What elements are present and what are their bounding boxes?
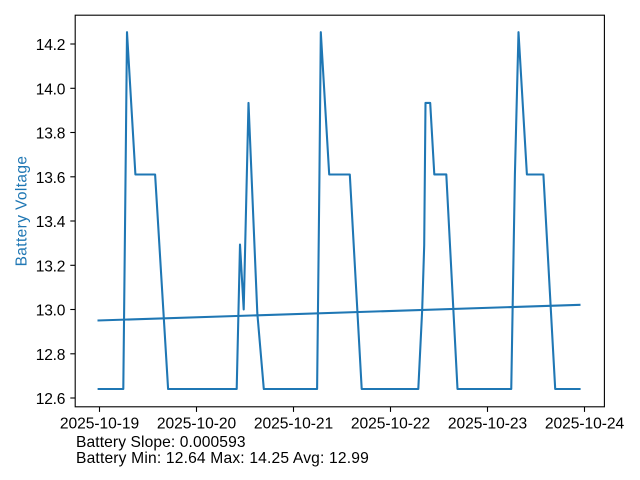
svg-text:Battery Slope: 0.000593: Battery Slope: 0.000593 [76, 434, 246, 451]
svg-text:12.8: 12.8 [36, 347, 66, 364]
svg-text:13.8: 13.8 [36, 126, 66, 143]
svg-text:2025-10-19: 2025-10-19 [60, 415, 139, 432]
svg-text:13.6: 13.6 [36, 170, 66, 187]
svg-text:2025-10-24: 2025-10-24 [545, 415, 625, 432]
svg-text:2025-10-20: 2025-10-20 [157, 415, 237, 432]
svg-text:2025-10-23: 2025-10-23 [448, 415, 527, 432]
svg-text:2025-10-22: 2025-10-22 [351, 415, 430, 432]
svg-text:13.0: 13.0 [36, 303, 66, 320]
svg-text:2025-10-21: 2025-10-21 [254, 415, 333, 432]
svg-text:12.6: 12.6 [36, 391, 66, 408]
svg-text:14.2: 14.2 [36, 37, 66, 54]
svg-text:13.2: 13.2 [36, 258, 66, 275]
svg-text:Battery Voltage: Battery Voltage [13, 156, 30, 267]
svg-text:13.4: 13.4 [36, 214, 66, 231]
svg-text:Battery Min: 12.64 Max: 14.25: Battery Min: 12.64 Max: 14.25 Avg: 12.99 [76, 450, 369, 467]
svg-text:14.0: 14.0 [36, 81, 66, 98]
